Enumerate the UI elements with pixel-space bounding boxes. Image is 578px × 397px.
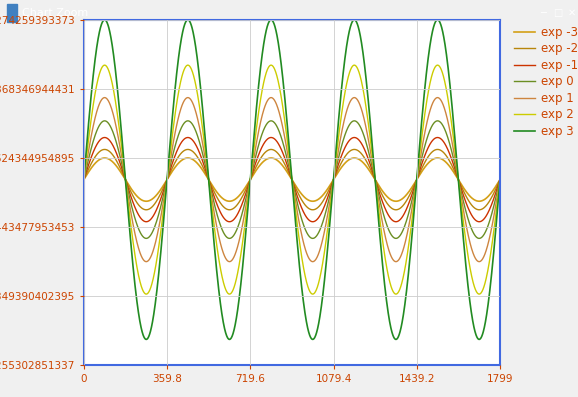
exp -3 (484, 194, 491, 199)
exp 2 (272, 69, 279, 73)
exp 0 (476, 236, 483, 241)
exp 1 (476, 259, 483, 264)
exp 3 (485, 301, 492, 305)
Line: exp -3: exp -3 (84, 158, 500, 201)
exp 1 (272, 99, 279, 104)
exp 3 (272, 26, 279, 31)
Line: exp 0: exp 0 (84, 121, 500, 238)
Legend: exp -3, exp -2, exp -1, exp 0, exp 1, exp 2, exp 3: exp -3, exp -2, exp -1, exp 0, exp 1, ex… (514, 26, 578, 138)
exp 2 (80, 177, 87, 182)
exp 0 (101, 118, 108, 123)
exp -1 (497, 177, 503, 182)
exp -3 (283, 168, 290, 173)
exp -1 (102, 135, 109, 140)
Text: Chart Zoom: Chart Zoom (22, 8, 88, 18)
Text: □: □ (553, 8, 562, 18)
exp 0 (484, 223, 491, 228)
exp 1 (283, 144, 290, 149)
exp 1 (485, 241, 492, 245)
exp 3 (476, 337, 483, 342)
exp -3 (272, 157, 279, 162)
exp -3 (102, 156, 109, 160)
exp 3 (497, 177, 503, 182)
exp -1 (101, 135, 108, 140)
exp 2 (476, 292, 483, 297)
exp -1 (283, 160, 290, 165)
exp -1 (80, 177, 87, 182)
exp 0 (485, 223, 492, 227)
exp -3 (485, 194, 492, 198)
exp 2 (283, 131, 290, 136)
exp -1 (272, 137, 279, 142)
exp -2 (408, 189, 415, 193)
Line: exp 2: exp 2 (84, 65, 500, 294)
exp 1 (80, 177, 87, 182)
exp -2 (101, 147, 108, 152)
exp -2 (102, 147, 109, 152)
exp -3 (101, 156, 108, 160)
Line: exp -1: exp -1 (84, 137, 500, 222)
exp 2 (408, 220, 415, 224)
Bar (7, 4, 17, 22)
exp 3 (283, 113, 290, 118)
exp -3 (408, 185, 415, 190)
Bar (559, 3, 578, 23)
Line: exp 3: exp 3 (84, 20, 500, 339)
exp 2 (485, 266, 492, 270)
Text: ─: ─ (540, 8, 546, 18)
exp 2 (484, 267, 491, 272)
exp 1 (484, 241, 491, 246)
exp -1 (408, 193, 415, 198)
exp 2 (101, 63, 108, 67)
exp 0 (102, 119, 109, 123)
exp 2 (102, 63, 109, 67)
exp -2 (80, 177, 87, 182)
exp 3 (484, 302, 491, 307)
Bar (530, 3, 551, 23)
exp -2 (476, 207, 483, 212)
exp -2 (484, 201, 491, 206)
exp -3 (476, 199, 483, 204)
exp 1 (102, 95, 109, 100)
exp -2 (497, 177, 503, 182)
Text: ✕: ✕ (568, 8, 576, 18)
exp -2 (283, 165, 290, 170)
exp 3 (408, 237, 415, 241)
exp -1 (485, 210, 492, 214)
exp -3 (80, 177, 87, 182)
exp -3 (497, 177, 503, 182)
exp 3 (101, 17, 108, 22)
exp 1 (408, 208, 415, 212)
exp 0 (80, 177, 87, 182)
exp 1 (497, 177, 503, 182)
exp -2 (272, 148, 279, 153)
Line: exp -2: exp -2 (84, 149, 500, 210)
exp -2 (485, 200, 492, 205)
exp 0 (283, 154, 290, 158)
exp 2 (497, 177, 503, 182)
exp 1 (101, 95, 108, 100)
Bar (544, 3, 565, 23)
exp 3 (80, 177, 87, 182)
exp 0 (497, 177, 503, 182)
exp 0 (272, 121, 279, 126)
exp -1 (484, 210, 491, 215)
Line: exp 1: exp 1 (84, 98, 500, 262)
exp -1 (476, 220, 483, 224)
exp 0 (408, 199, 415, 204)
exp 3 (102, 17, 109, 22)
